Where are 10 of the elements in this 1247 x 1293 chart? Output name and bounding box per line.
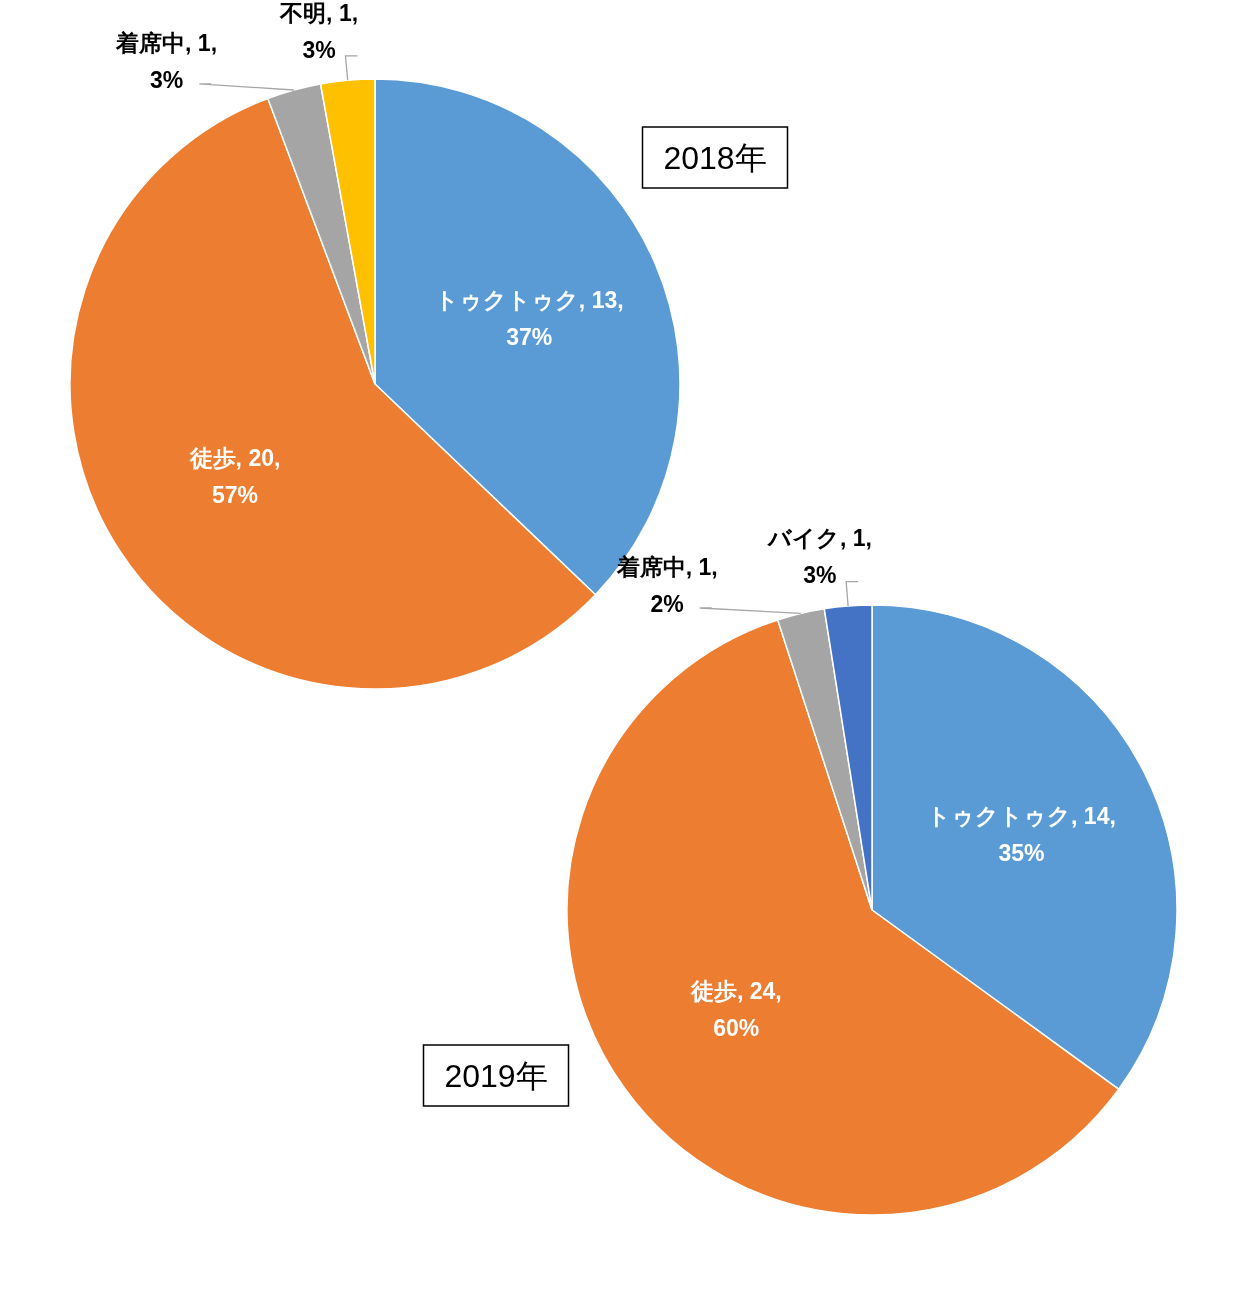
- text: 2018年: [663, 140, 767, 176]
- slice-label: 徒歩, 20, 57%: [188, 445, 281, 509]
- slice-label: トゥクトゥク, 13, 37%: [434, 287, 624, 351]
- slice-label: バイク, 1, 3%: [765, 525, 872, 589]
- slice-label: 着席中, 1, 3%: [115, 29, 218, 93]
- text: 2019年: [444, 1058, 548, 1094]
- slice-label: 不明, 1, 3%: [279, 0, 359, 63]
- slice-label: トゥクトゥク, 14, 35%: [927, 802, 1116, 866]
- slice-label: 着席中, 1, 2%: [615, 553, 718, 617]
- slice-label: 徒歩, 24, 60%: [689, 977, 782, 1041]
